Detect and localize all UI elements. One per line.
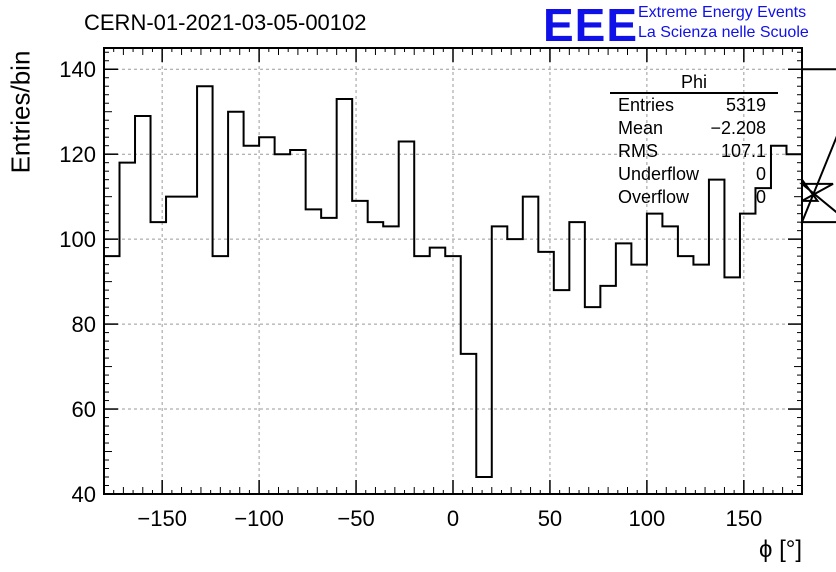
stats-label: Overflow <box>618 187 690 207</box>
stats-label: Entries <box>618 95 675 115</box>
grid-lines <box>104 48 802 494</box>
x-axis: −150 −100 −50 0 50 100 150 <box>113 48 793 531</box>
y-tick-label: 60 <box>72 397 96 422</box>
stats-row-underflow: Underflow 0 <box>610 163 778 186</box>
y-axis: 40 60 80 100 120 140 <box>59 51 802 507</box>
stats-row-overflow: Overflow 0 <box>610 186 778 209</box>
stats-value: 0 <box>755 187 766 207</box>
chart-title: CERN-01-2021-03-05-00102 <box>84 10 367 35</box>
x-tick-label: −50 <box>337 506 374 531</box>
y-axis-label: Entries/bin <box>5 50 36 174</box>
x-tick-label: 0 <box>447 506 459 531</box>
stats-label: RMS <box>618 141 658 161</box>
stats-title: Phi <box>610 72 778 94</box>
stats-row-entries: Entries 5319 <box>610 94 778 117</box>
y-tick-label: 80 <box>72 312 96 337</box>
y-tick-label: 40 <box>72 482 96 507</box>
stats-value: 107.1 <box>720 141 766 161</box>
y-tick-label: 140 <box>59 57 96 82</box>
stats-value: −2.208 <box>710 118 766 138</box>
stats-row-rms: RMS 107.1 <box>610 140 778 163</box>
y-tick-label: 100 <box>59 227 96 252</box>
stats-row-mean: Mean −2.208 <box>610 117 778 140</box>
stats-value: 0 <box>755 164 766 184</box>
y-tick-label: 120 <box>59 142 96 167</box>
x-tick-label: −150 <box>137 506 187 531</box>
x-tick-label: −100 <box>234 506 284 531</box>
x-tick-label: 50 <box>538 506 562 531</box>
stats-label: Mean <box>618 118 664 138</box>
stats-label: Underflow <box>618 164 700 184</box>
histogram-series <box>104 68 836 479</box>
x-tick-label: 100 <box>629 506 666 531</box>
stats-box: Phi Entries 5319 Mean −2.208 RMS 107.1 U… <box>610 72 778 209</box>
eee-logo: EEE <box>543 0 639 51</box>
x-tick-label: 150 <box>725 506 762 531</box>
x-axis-label: ϕ [°] <box>758 536 802 563</box>
stats-value: 5319 <box>725 95 766 115</box>
logo-line-2: La Scienza nelle Scuole <box>638 24 809 41</box>
logo-line-1: Extreme Energy Events <box>638 4 807 21</box>
